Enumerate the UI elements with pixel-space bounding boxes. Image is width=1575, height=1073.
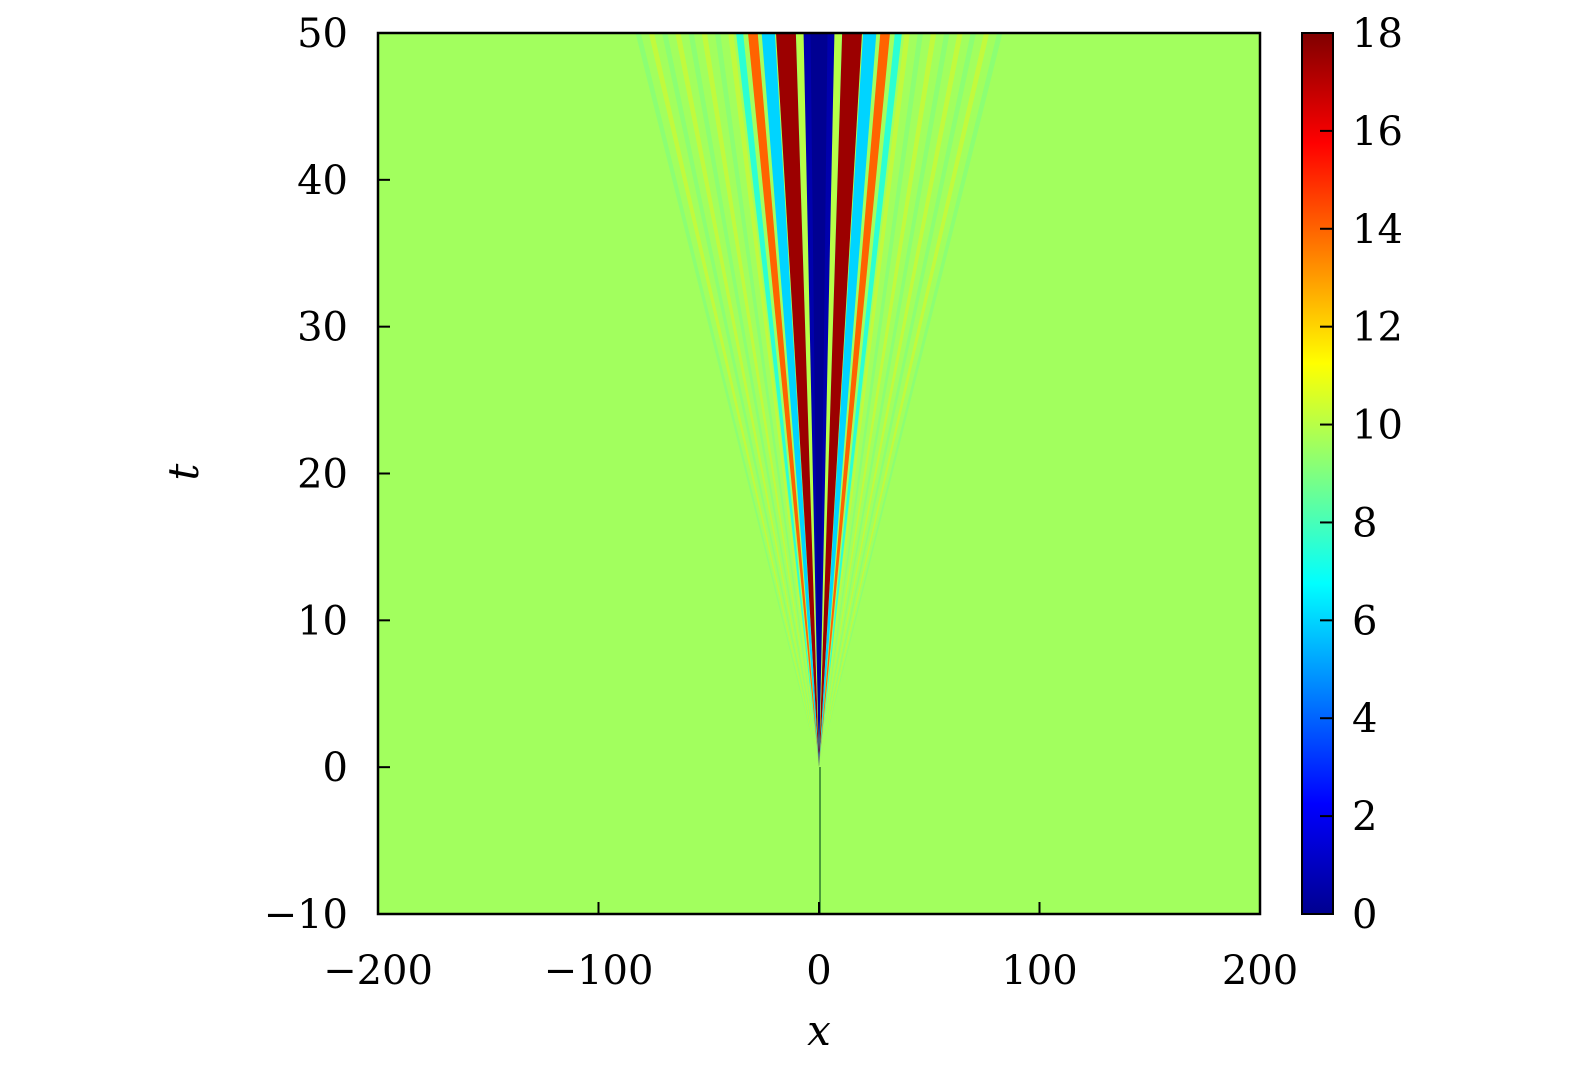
- colorbar-tick-label: 10: [1352, 403, 1403, 449]
- colorbar-tick-label: 14: [1352, 207, 1403, 253]
- colorbar: 0 2 4 6 8 10 12 14 16 18: [1301, 11, 1403, 938]
- inner-fringe-2-right: [819, 33, 877, 768]
- outer-fringe-left-0: [728, 33, 819, 768]
- colorbar-tick-label: 4: [1352, 696, 1377, 742]
- outer-fringe-left-6: [648, 33, 819, 768]
- colorbar-tick-label: 2: [1352, 794, 1377, 840]
- core-edge-right: [819, 33, 842, 768]
- colorbar-gradient: [1301, 32, 1334, 915]
- outer-fringe-left-5: [662, 33, 819, 768]
- colorbar-tick-label: 0: [1352, 892, 1377, 938]
- x-tick-label: −200: [323, 948, 433, 994]
- y-tick-label: −10: [264, 892, 348, 938]
- outer-fringe-left-7: [635, 33, 819, 768]
- y-axis: −10 0 10 20 30 40 50: [264, 11, 390, 938]
- y-tick-label: 10: [297, 598, 348, 644]
- core-edge-left: [796, 33, 819, 768]
- colorbar-tick-label: 6: [1352, 598, 1377, 644]
- colorbar-tick-label: 18: [1352, 11, 1403, 57]
- y-tick-label: 40: [297, 158, 348, 204]
- inner-fringe-1-right: [819, 33, 862, 768]
- outer-fringe-right-7: [819, 33, 1003, 768]
- y-tick-label: 50: [297, 11, 348, 57]
- inner-fringe-4-right: [819, 33, 902, 768]
- colorbar-ticks: 0 2 4 6 8 10 12 14 16 18: [1320, 11, 1403, 938]
- x-axis: −200 −100 0 100 200: [323, 902, 1298, 994]
- outer-fringe-right-0: [819, 33, 910, 768]
- y-tick-label: 20: [297, 452, 348, 498]
- inner-fringe-3-right: [819, 33, 891, 768]
- x-axis-label: x: [807, 1006, 831, 1055]
- outer-fringe-left-3: [688, 33, 819, 768]
- heatmap-plot-area: [376, 31, 1262, 916]
- inner-fringe-4-left: [736, 33, 819, 768]
- outer-fringe-right-3: [819, 33, 950, 768]
- x-tick-label: 0: [806, 948, 831, 994]
- y-tick-label: 0: [323, 745, 348, 791]
- colorbar-tick-label: 8: [1352, 500, 1377, 546]
- outer-fringe-right-5: [819, 33, 976, 768]
- core-band-inner: [810, 33, 828, 768]
- colorbar-tick-label: 16: [1352, 109, 1403, 155]
- x-tick-label: 200: [1222, 948, 1298, 994]
- outer-fringe-left-1: [714, 33, 819, 768]
- y-axis-label: t: [159, 463, 208, 480]
- outer-fringe-right-2: [819, 33, 937, 768]
- heatmap-bands: [635, 33, 1003, 768]
- x-tick-label: −100: [544, 948, 654, 994]
- inner-fringe-1-left: [776, 33, 819, 768]
- outer-fringe-left-2: [701, 33, 819, 768]
- inner-fringe-3-left: [747, 33, 819, 768]
- inner-fringe-2-left: [761, 33, 819, 768]
- y-tick-label: 30: [297, 305, 348, 351]
- outer-fringe-right-6: [819, 33, 990, 768]
- outer-fringe-right-1: [819, 33, 924, 768]
- outer-fringe-right-4: [819, 33, 963, 768]
- colorbar-tick-label: 12: [1352, 305, 1403, 351]
- outer-fringe-left-4: [675, 33, 819, 768]
- x-tick-label: 100: [1001, 948, 1077, 994]
